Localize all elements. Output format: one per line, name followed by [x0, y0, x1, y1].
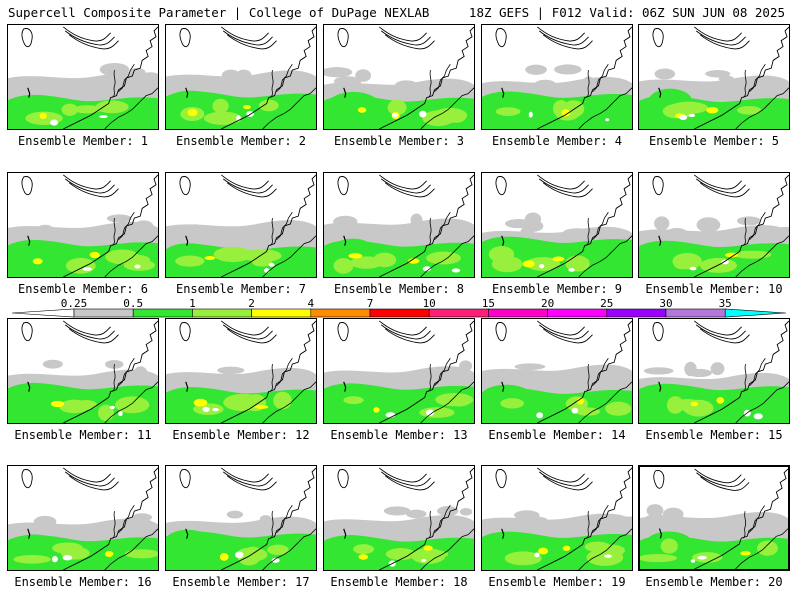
ensemble-member-map-2[interactable] — [165, 24, 317, 130]
scp-field-map — [639, 173, 789, 277]
ensemble-member-label: Ensemble Member: 1 — [17, 134, 149, 148]
colorbar-tick-label: 1 — [189, 297, 196, 310]
header-bar: Supercell Composite Parameter | College … — [0, 0, 800, 22]
ensemble-member-label: Ensemble Member: 9 — [491, 282, 623, 296]
colorbar-segment — [547, 308, 608, 318]
colorbar-tick-label: 7 — [367, 297, 374, 310]
colorbar-right-arrow — [724, 308, 787, 318]
ensemble-member-label: Ensemble Member: 18 — [330, 575, 468, 589]
scp-field-map — [482, 173, 632, 277]
scp-field-map — [482, 25, 632, 129]
ensemble-member-label: Ensemble Member: 17 — [172, 575, 310, 589]
colorbar-tick-label: 4 — [307, 297, 314, 310]
scp-field-map — [324, 319, 474, 423]
scp-field-map — [640, 467, 788, 569]
ensemble-member-map-10[interactable] — [638, 172, 790, 278]
ensemble-member-map-7[interactable] — [165, 172, 317, 278]
ensemble-member-map-17[interactable] — [165, 465, 317, 571]
colorbar-segment — [369, 308, 430, 318]
colorbar-tick-label: 25 — [600, 297, 613, 310]
colorbar-segment — [665, 308, 726, 318]
ensemble-member-label: Ensemble Member: 2 — [175, 134, 307, 148]
ensemble-member-label: Ensemble Member: 14 — [488, 428, 626, 442]
ensemble-member-label: Ensemble Member: 16 — [14, 575, 152, 589]
ensemble-member-label: Ensemble Member: 5 — [648, 134, 780, 148]
colorbar-segment — [606, 308, 667, 318]
ensemble-member-map-12[interactable] — [165, 318, 317, 424]
colorbar-tick-label: 15 — [482, 297, 495, 310]
scp-field-map — [166, 466, 316, 570]
ensemble-member-label: Ensemble Member: 20 — [645, 575, 783, 589]
ensemble-member-map-9[interactable] — [481, 172, 633, 278]
scp-field-map — [166, 319, 316, 423]
colorbar-left-arrow — [12, 308, 75, 318]
ensemble-member-map-14[interactable] — [481, 318, 633, 424]
scp-field-map — [8, 173, 158, 277]
colorbar-tick-label: 20 — [541, 297, 554, 310]
scp-field-map — [8, 466, 158, 570]
ensemble-member-label: Ensemble Member: 7 — [175, 282, 307, 296]
ensemble-member-label: Ensemble Member: 19 — [488, 575, 626, 589]
colorbar: 0.25 0.5 1 2 4 7 10 15 20 25 30 35 — [12, 297, 788, 321]
scp-field-map — [8, 25, 158, 129]
model-run-info: 18Z GEFS | F012 Valid: 06Z SUN JUN 08 20… — [468, 5, 785, 20]
ensemble-member-label: Ensemble Member: 15 — [645, 428, 783, 442]
ensemble-member-map-4[interactable] — [481, 24, 633, 130]
ensemble-member-label: Ensemble Member: 13 — [330, 428, 468, 442]
scp-field-map — [639, 25, 789, 129]
colorbar-tick-label: 2 — [248, 297, 255, 310]
scp-field-map — [166, 173, 316, 277]
colorbar-segment — [428, 308, 489, 318]
colorbar-tick-label: 30 — [659, 297, 672, 310]
colorbar-segment — [488, 308, 548, 318]
ensemble-member-map-18[interactable] — [323, 465, 475, 571]
colorbar-tick-label: 0.5 — [123, 297, 143, 310]
ensemble-member-label: Ensemble Member: 10 — [645, 282, 783, 296]
ensemble-member-label: Ensemble Member: 6 — [17, 282, 149, 296]
ensemble-member-label: Ensemble Member: 11 — [14, 428, 152, 442]
scp-field-map — [8, 319, 158, 423]
ensemble-member-map-3[interactable] — [323, 24, 475, 130]
ensemble-member-map-19[interactable] — [481, 465, 633, 571]
ensemble-member-map-16[interactable] — [7, 465, 159, 571]
colorbar-segment — [132, 308, 193, 318]
colorbar-segment — [310, 308, 371, 318]
ensemble-member-map-1[interactable] — [7, 24, 159, 130]
ensemble-member-map-8[interactable] — [323, 172, 475, 278]
ensemble-member-label: Ensemble Member: 8 — [333, 282, 465, 296]
colorbar-tick-label: 0.25 — [61, 297, 88, 310]
ensemble-member-map-15[interactable] — [638, 318, 790, 424]
ensemble-member-map-20[interactable] — [638, 465, 790, 571]
ensemble-member-label: Ensemble Member: 3 — [333, 134, 465, 148]
colorbar-segment — [73, 308, 134, 318]
colorbar-tick-label: 35 — [719, 297, 732, 310]
scp-field-map — [482, 319, 632, 423]
colorbar-tick-label: 10 — [423, 297, 436, 310]
scp-field-map — [166, 25, 316, 129]
ensemble-member-map-13[interactable] — [323, 318, 475, 424]
colorbar-segment — [192, 308, 252, 318]
ensemble-member-label: Ensemble Member: 4 — [491, 134, 623, 148]
ensemble-member-map-11[interactable] — [7, 318, 159, 424]
product-title: Supercell Composite Parameter | College … — [8, 5, 430, 20]
scp-field-map — [482, 466, 632, 570]
ensemble-member-map-5[interactable] — [638, 24, 790, 130]
ensemble-member-map-6[interactable] — [7, 172, 159, 278]
ensemble-member-label: Ensemble Member: 12 — [172, 428, 310, 442]
colorbar-segment — [251, 308, 312, 318]
scp-field-map — [324, 173, 474, 277]
scp-field-map — [324, 25, 474, 129]
scp-field-map — [639, 319, 789, 423]
scp-field-map — [324, 466, 474, 570]
